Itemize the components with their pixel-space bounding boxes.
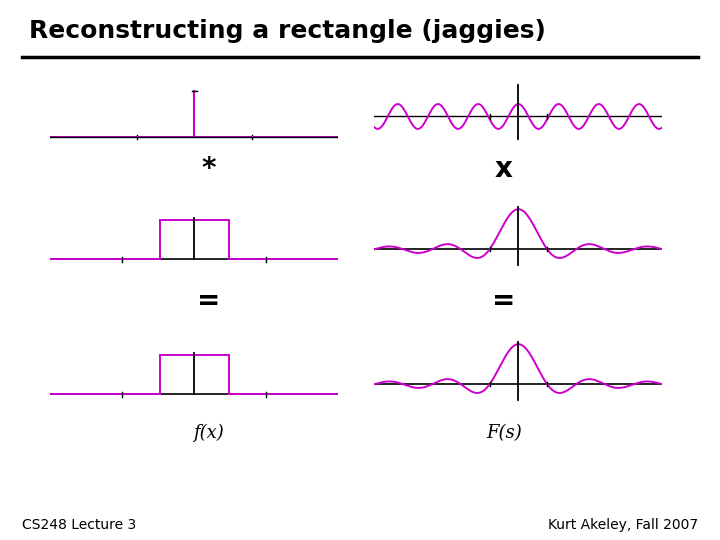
Text: F(s): F(s) [486, 424, 522, 442]
Text: x: x [495, 155, 513, 183]
Text: =: = [492, 287, 516, 315]
Text: f(x): f(x) [194, 424, 224, 442]
Text: CS248 Lecture 3: CS248 Lecture 3 [22, 518, 136, 532]
Text: Kurt Akeley, Fall 2007: Kurt Akeley, Fall 2007 [548, 518, 698, 532]
Text: *: * [202, 155, 216, 183]
Text: Reconstructing a rectangle (jaggies): Reconstructing a rectangle (jaggies) [29, 19, 546, 43]
Text: =: = [197, 287, 220, 315]
